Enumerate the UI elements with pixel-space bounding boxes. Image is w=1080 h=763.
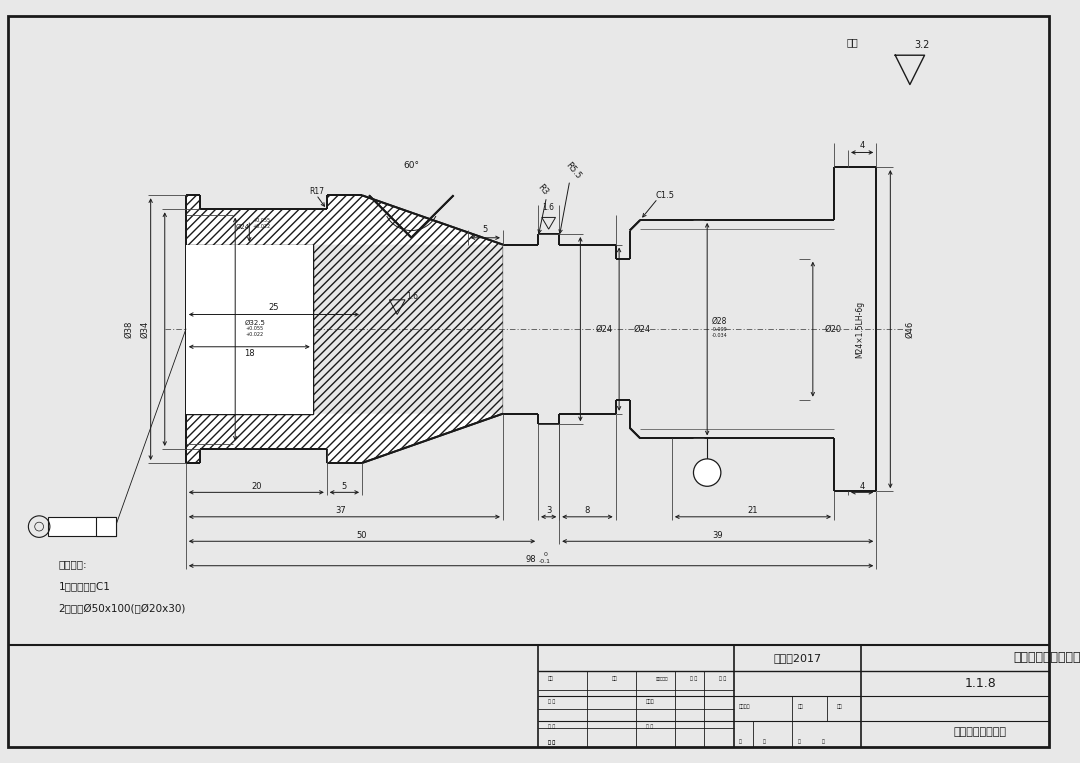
Text: 共: 共 [739, 739, 742, 744]
Text: Ø24: Ø24 [634, 325, 651, 333]
Text: C1.5: C1.5 [656, 191, 674, 200]
Text: 1.6: 1.6 [542, 203, 555, 212]
Text: R5.5: R5.5 [564, 160, 583, 181]
Text: 8: 8 [584, 507, 590, 516]
Text: 60°: 60° [403, 162, 419, 170]
Text: 1、未注倒角C1: 1、未注倒角C1 [58, 581, 110, 591]
Text: 标记: 标记 [548, 677, 554, 681]
Bar [48, 517, 117, 536]
Text: +0.022: +0.022 [253, 224, 271, 229]
Text: 98: 98 [526, 555, 537, 565]
Text: 37: 37 [336, 507, 347, 516]
Text: Ø34: Ø34 [140, 320, 150, 338]
Text: 审 定: 审 定 [646, 724, 653, 729]
Text: 2、毛坯Ø50x100(孔Ø20x30): 2、毛坯Ø50x100(孔Ø20x30) [58, 604, 186, 614]
Text: 1.1.8: 1.1.8 [964, 677, 996, 690]
Text: 标准化: 标准化 [646, 700, 654, 704]
Text: Ø46: Ø46 [905, 320, 915, 338]
Polygon shape [186, 245, 313, 414]
Text: -0.034: -0.034 [712, 333, 728, 338]
Text: 5: 5 [483, 225, 488, 234]
Polygon shape [186, 195, 503, 463]
Text: 更改文件号: 更改文件号 [656, 677, 669, 681]
Text: 20: 20 [251, 482, 261, 491]
Circle shape [693, 459, 720, 486]
Text: +0.055: +0.055 [253, 217, 271, 223]
Text: 第: 第 [797, 739, 800, 744]
Text: A: A [103, 522, 110, 531]
Text: 铝合金2017: 铝合金2017 [773, 653, 822, 663]
Text: 0: 0 [543, 552, 548, 558]
Bar [96, 517, 117, 536]
Text: 25: 25 [269, 303, 280, 312]
Text: +0.055: +0.055 [245, 326, 264, 330]
Text: 4: 4 [860, 141, 865, 150]
Text: Ø24: Ø24 [235, 224, 249, 230]
Text: 审 核: 审 核 [548, 739, 555, 745]
Text: 数控车工四级试题: 数控车工四级试题 [954, 727, 1007, 737]
Text: 签 字: 签 字 [690, 677, 697, 681]
Text: Ø28: Ø28 [712, 317, 728, 326]
Text: 比例: 比例 [837, 704, 842, 710]
Text: 3.2: 3.2 [915, 40, 930, 50]
Text: -0.009: -0.009 [712, 327, 728, 332]
Text: R17: R17 [309, 187, 324, 196]
Text: 图样标记: 图样标记 [739, 704, 751, 710]
Text: Ø32.5: Ø32.5 [245, 320, 266, 327]
Text: 处数: 处数 [611, 677, 618, 681]
Text: 日 期: 日 期 [719, 677, 727, 681]
Text: 21: 21 [747, 507, 758, 516]
Text: 设 计: 设 计 [548, 700, 555, 704]
Text: 4: 4 [860, 482, 865, 491]
Text: 重量: 重量 [797, 704, 804, 710]
Text: 50: 50 [356, 531, 367, 540]
Text: 技术要求:: 技术要求: [58, 559, 87, 569]
Text: R3: R3 [536, 183, 550, 197]
Text: 5: 5 [341, 482, 347, 491]
Text: 18: 18 [244, 349, 255, 358]
Text: 页: 页 [764, 739, 766, 744]
Text: Ø20: Ø20 [824, 325, 841, 333]
Text: 3: 3 [546, 507, 552, 516]
Text: +0.022: +0.022 [245, 332, 264, 336]
Text: -0.1: -0.1 [539, 559, 551, 565]
Text: Ø0.05: Ø0.05 [58, 522, 83, 531]
Text: M24×1.5LH-6g: M24×1.5LH-6g [855, 301, 864, 358]
Text: Ø24: Ø24 [595, 325, 612, 333]
Text: 页: 页 [822, 739, 825, 744]
Text: 其余: 其余 [847, 37, 858, 47]
Text: 校 对: 校 对 [548, 724, 555, 729]
Text: 工 艺: 工 艺 [548, 739, 555, 745]
Text: 轴类零件编程与仿真: 轴类零件编程与仿真 [1013, 652, 1080, 665]
Text: Ø38: Ø38 [124, 320, 134, 338]
Text: 39: 39 [713, 531, 723, 540]
Text: 1.6: 1.6 [406, 292, 418, 301]
Text: A: A [704, 468, 711, 477]
